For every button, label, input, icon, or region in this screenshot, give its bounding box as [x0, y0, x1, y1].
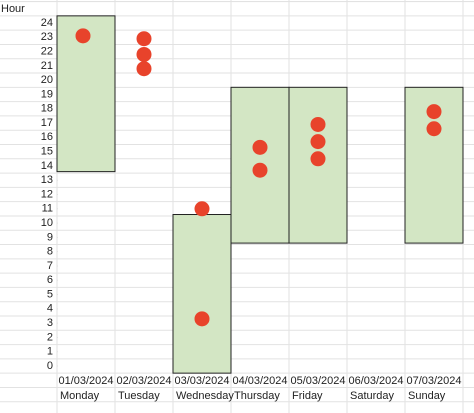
- x-tick-label: 07/03/2024: [406, 375, 461, 387]
- y-tick-label: 11: [42, 203, 53, 215]
- point: [194, 201, 210, 217]
- point: [426, 121, 442, 137]
- x-tick-label: 04/03/2024: [232, 375, 287, 387]
- y-tick-label: 21: [41, 60, 53, 72]
- y-tick-label: 19: [41, 88, 53, 100]
- point: [252, 162, 268, 178]
- y-tick-label: 0: [47, 360, 53, 372]
- y-axis-label: Hour: [1, 3, 25, 15]
- y-tick-label: 2: [47, 331, 53, 343]
- day-label: Tuesday: [118, 390, 160, 402]
- y-tick-label: 24: [41, 17, 53, 29]
- x-tick-label: 02/03/2024: [116, 375, 171, 387]
- x-tick-label: 05/03/2024: [290, 375, 345, 387]
- day-label: Monday: [60, 390, 100, 402]
- y-tick-label: 10: [41, 217, 53, 229]
- day-label: Saturday: [350, 390, 395, 402]
- x-tick-label: 06/03/2024: [348, 375, 403, 387]
- day-label: Sunday: [408, 390, 446, 402]
- x-tick-label: 03/03/2024: [174, 375, 229, 387]
- y-tick-label: 20: [41, 74, 53, 86]
- y-tick-label: 17: [41, 117, 53, 129]
- y-tick-label: 7: [47, 260, 53, 272]
- y-tick-label: 4: [47, 303, 53, 315]
- point: [136, 61, 152, 77]
- y-tick-label: 12: [41, 188, 53, 200]
- x-tick-label: 01/03/2024: [58, 375, 113, 387]
- y-tick-label: 22: [41, 45, 53, 57]
- point: [194, 311, 210, 327]
- day-label: Wednesday: [176, 390, 234, 402]
- y-tick-label: 15: [41, 146, 53, 158]
- y-tick-label: 5: [47, 288, 53, 300]
- point: [136, 31, 152, 47]
- point: [252, 139, 268, 155]
- day-label: Friday: [292, 390, 323, 402]
- point: [310, 116, 326, 132]
- y-tick-label: 16: [41, 131, 53, 143]
- y-tick-label: 18: [41, 103, 53, 115]
- day-label: Thursday: [234, 390, 280, 402]
- y-tick-label: 13: [41, 174, 53, 186]
- point: [136, 46, 152, 62]
- y-tick-label: 1: [47, 346, 53, 358]
- range-box: [172, 214, 232, 374]
- point: [310, 151, 326, 167]
- y-tick-label: 3: [47, 317, 53, 329]
- point: [75, 28, 91, 44]
- y-tick-label: 23: [41, 31, 53, 43]
- y-tick-label: 14: [41, 160, 53, 172]
- point: [310, 134, 326, 150]
- y-tick-label: 9: [47, 231, 53, 243]
- point: [426, 104, 442, 120]
- y-tick-label: 8: [47, 246, 53, 258]
- y-tick-label: 6: [47, 274, 53, 286]
